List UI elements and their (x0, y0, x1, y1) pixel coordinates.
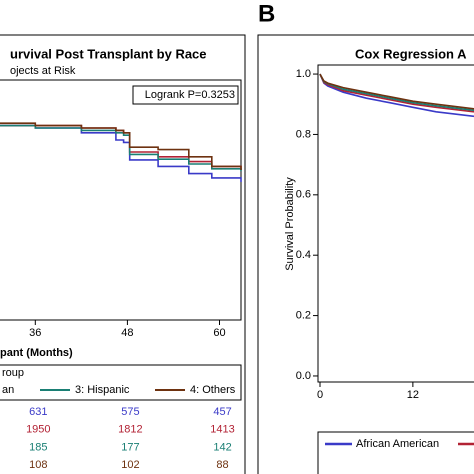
chart-title: Cox Regression A (355, 46, 467, 61)
legend-box (0, 364, 242, 401)
at-risk-value: 142 (213, 441, 231, 453)
panel-label: B (258, 0, 275, 27)
at-risk-value: 102 (121, 459, 139, 471)
at-risk-value: 108 (29, 459, 47, 471)
legend-box (317, 431, 474, 474)
at-risk-value: 1812 (118, 424, 142, 436)
chart-title: urvival Post Transplant by Race (10, 46, 207, 61)
left-panel-frame (0, 34, 246, 474)
y-tick-label: 1.0 (296, 68, 311, 80)
x-tick-label: 12 (407, 389, 419, 401)
at-risk-value: 177 (121, 441, 139, 453)
y-axis-label: Survival Probability (284, 177, 296, 271)
survival-curve (0, 122, 242, 170)
x-tick-label: 60 (213, 327, 225, 339)
legend-label: an (2, 384, 14, 396)
right-panel-frame (257, 34, 474, 474)
y-tick-label: 0.8 (296, 128, 311, 140)
x-tick-label: 48 (121, 327, 133, 339)
chart-subtitle: ojects at Risk (10, 65, 76, 77)
at-risk-value: 185 (29, 441, 47, 453)
y-tick-label: 0.4 (296, 249, 311, 261)
at-risk-value: 1413 (210, 424, 234, 436)
legend-label: 4: Others (190, 384, 236, 396)
annotation-box (132, 85, 239, 105)
at-risk-value: 88 (216, 459, 228, 471)
survival-curve (319, 73, 474, 110)
y-tick-label: 0.6 (296, 189, 311, 201)
x-tick-label: 36 (29, 327, 41, 339)
x-tick-label: 0 (317, 389, 323, 401)
plot-frame (0, 79, 242, 321)
at-risk-value: 1950 (26, 424, 50, 436)
x-axis-label: pant (Months) (0, 347, 73, 359)
legend-title: roup (2, 367, 24, 379)
at-risk-value: 575 (121, 406, 139, 418)
legend-label: 3: Hispanic (75, 384, 130, 396)
plot-frame (317, 64, 474, 383)
at-risk-value: 457 (213, 406, 231, 418)
y-tick-label: 0.2 (296, 309, 311, 321)
y-tick-label: 0.0 (296, 370, 311, 382)
at-risk-value: 631 (29, 406, 47, 418)
legend-label: African American (356, 438, 439, 450)
annotation: Logrank P=0.3253 (145, 89, 235, 101)
